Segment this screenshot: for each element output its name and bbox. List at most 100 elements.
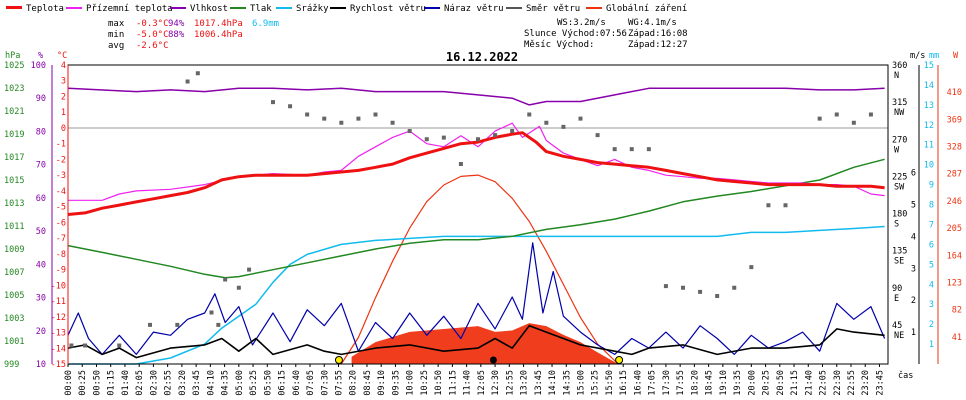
x-tick-label: 07:30 [320,370,330,396]
tick-rain: 5 [929,260,934,270]
sun-marker [334,356,343,364]
legend-item-rychlost-vetru: Rychlost větru [330,4,426,14]
tick-temperature: -15 [51,360,66,370]
tick-humidity: 20 [36,327,46,337]
x-tick-label: 18:45 [705,370,715,396]
tick-radiation: 287 [947,170,962,180]
tick-temperature: 2 [61,92,66,102]
x-tick-label: 12:55 [505,370,515,396]
x-tick-label: 16:15 [619,370,629,396]
x-tick-label: 09:35 [391,370,401,396]
x-tick-label: 17:55 [676,370,686,396]
tick-pressure: 1021 [4,107,24,117]
wind-direction-point [493,133,498,138]
legend-label: Tlak [250,4,272,14]
wind-direction-point [561,124,566,129]
tick-pressure: 1023 [4,84,24,94]
x-tick-label: 04:10 [206,370,216,396]
moon-marker [489,356,497,364]
tick-humidity: 80 [36,127,46,137]
wind-direction-point [175,322,180,327]
legend-item-naraz-vetru: Náraz větru [424,4,504,14]
x-tick-label: 20:00 [747,370,757,396]
moonset-text: Západ:12:27 [628,40,688,50]
tick-pressure: 1019 [4,130,24,140]
x-tick-label: 08:20 [349,370,359,396]
unit-direction: m/s [910,51,925,61]
tick-rain: 12 [924,121,934,131]
tick-temperature: -9 [56,266,66,276]
axis-unit-labels: hPa % °C m/s mm W čas [5,51,959,381]
x-tick-label: 02:05 [135,370,145,396]
tick-temperature: -12 [51,313,66,323]
wind-direction-point [148,322,152,327]
x-tick-label: 22:55 [847,370,857,396]
tick-humidity: 40 [36,260,46,270]
tick-radiation: 164 [947,251,962,261]
tick-wind: 4 [911,232,916,242]
x-tick-label: 15:50 [605,370,615,396]
tick-temperature: -6 [56,218,66,228]
tick-pressure: 1001 [4,337,24,347]
x-tick-label: 19:10 [719,370,729,396]
tick-temperature: -14 [51,344,66,354]
x-tick-label: 13:45 [534,370,544,396]
x-tick-label: 22:05 [819,370,829,396]
plot-area [67,71,888,365]
tick-humidity: 100 [31,61,46,71]
wind-direction-point [209,310,214,315]
tick-temperature: -7 [56,234,66,244]
x-tick-label: 16:40 [633,370,643,396]
legend-item-vlhkost: Vlhkost [170,4,228,14]
wind-direction-point [390,120,395,125]
tick-humidity: 50 [36,227,46,237]
x-tick-label: 05:25 [249,370,259,396]
x-tick-label: 20:25 [762,370,772,396]
unit-radiation: W [953,51,959,61]
legend: Teplota Přízemní teplota Vlhkost Tlak Sr… [6,4,687,14]
legend-label: Srážky [296,4,329,14]
tick-wind: 2 [911,296,916,306]
wind-direction-point [216,322,221,327]
wind-direction-point [834,112,839,117]
x-tick-label: 19:35 [733,370,743,396]
tick-rain: 8 [929,201,934,211]
x-tick-label: 15:00 [577,370,587,396]
x-tick-label: 17:30 [662,370,672,396]
stat-min-label: min [108,30,124,40]
wind-direction-point [629,147,634,152]
x-tick-label: 03:45 [192,370,202,396]
tick-direction-label: NW [894,108,905,118]
tick-pressure: 1013 [4,199,24,209]
wind-direction-point [441,135,446,140]
x-tick-label: 23:20 [861,370,871,396]
tick-rain: 6 [929,240,934,250]
tick-temperature: -2 [56,155,66,165]
wind-direction-point [544,120,549,125]
stat-max-temp: -0.3°C [136,19,169,29]
tick-temperature: 0 [61,124,66,134]
stat-max-press: 1017.4hPa [194,19,243,29]
wind-sun-info: WS:3.2m/s WG:4.1m/s Slunce Východ:07:56 … [524,18,688,50]
tick-direction-label: NE [894,331,904,341]
tick-pressure: 1007 [4,268,24,278]
unit-pressure: hPa [5,51,20,61]
unit-humidity: % [38,51,43,61]
tick-direction: 45 [892,321,902,331]
tick-temperature: -11 [51,297,66,307]
wind-direction-point [732,285,737,290]
unit-rain: mm [929,51,939,61]
tick-direction: 270 [892,135,907,145]
legend-item-globalni-zareni: Globální záření [586,4,687,14]
x-tick-label: 09:10 [377,370,387,396]
tick-radiation: 369 [947,115,962,125]
legend-label: Náraz větru [444,4,504,14]
x-tick-label: 08:45 [363,370,373,396]
x-tick-label: 02:55 [164,370,174,396]
wind-direction-point [305,112,310,117]
x-tick-label: 00:25 [78,370,88,396]
tick-direction-label: SW [894,182,905,192]
tick-humidity: 30 [36,294,46,304]
x-tick-label: 07:55 [334,370,344,396]
